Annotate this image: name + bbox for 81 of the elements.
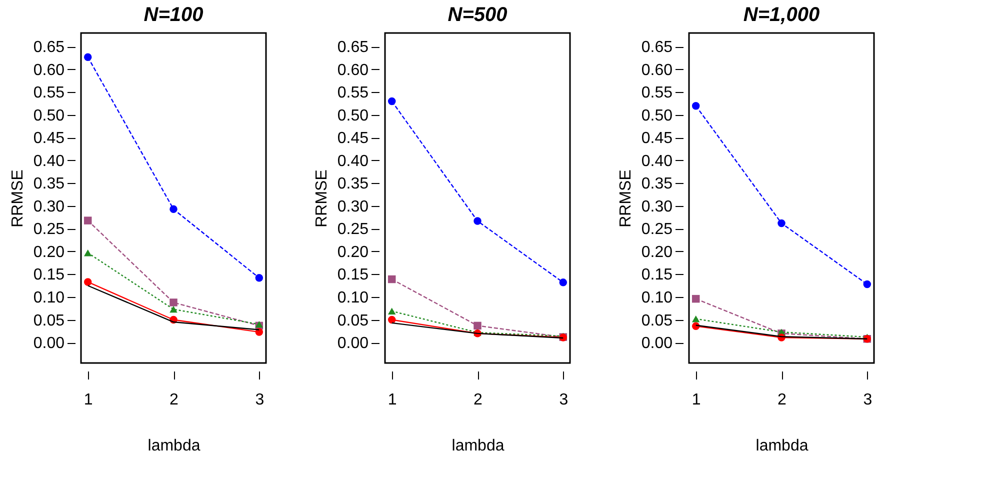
y-tick-label: 0.45 (641, 130, 673, 148)
point (474, 217, 482, 225)
x-tick-label: 2 (170, 392, 179, 408)
y-tick-label: 0.45 (337, 130, 369, 148)
x-tick-label: 1 (84, 392, 93, 408)
y-tick-label: 0.50 (641, 107, 673, 124)
y-tick-label: 0.60 (337, 62, 369, 79)
point (692, 102, 700, 110)
y-tick-label: 0.45 (33, 130, 65, 148)
point (559, 278, 568, 286)
y-tick-label: 0.00 (33, 335, 65, 352)
y-tick-label: 0.35 (641, 176, 673, 193)
y-tick-label: 0.65 (33, 39, 65, 56)
point (170, 298, 178, 306)
x-tick-label: 2 (778, 392, 787, 408)
chart-title: N=500 (448, 4, 508, 26)
y-tick-label: 0.40 (641, 152, 673, 170)
point (388, 97, 396, 106)
y-tick-label: 0.50 (337, 107, 369, 124)
y-axis-title: RRMSE (9, 170, 26, 228)
point (170, 205, 178, 214)
y-tick-label: 0.25 (641, 221, 673, 238)
y-tick-label: 0.40 (33, 152, 65, 170)
y-tick-label: 0.15 (337, 266, 369, 284)
x-tick-label: 3 (559, 392, 568, 408)
y-tick-label: 0.10 (337, 290, 369, 306)
point (388, 275, 396, 284)
point (84, 216, 92, 224)
y-tick-label: 0.05 (33, 312, 65, 330)
point (388, 308, 396, 314)
x-tick-label: 2 (474, 392, 483, 408)
y-tick-label: 0.30 (33, 198, 65, 216)
x-tick-label: 1 (388, 392, 397, 408)
y-tick-label: 0.15 (33, 266, 65, 284)
y-tick-label: 0.10 (33, 290, 65, 306)
y-axis-title: RRMSE (617, 170, 634, 228)
point (692, 315, 700, 322)
point (474, 322, 482, 330)
point (255, 328, 264, 336)
y-tick-label: 0.30 (641, 198, 673, 216)
y-tick-label: 0.55 (337, 84, 369, 102)
x-axis-title: lambda (148, 438, 200, 454)
point (84, 278, 92, 286)
y-tick-label: 0.55 (33, 84, 65, 102)
x-axis-title: lambda (756, 438, 808, 454)
y-tick-label: 0.65 (337, 39, 369, 56)
y-tick-label: 0.40 (337, 152, 369, 170)
point (84, 53, 92, 61)
y-tick-label: 0.05 (337, 312, 369, 330)
x-tick-label: 3 (863, 392, 872, 408)
y-tick-label: 0.00 (337, 335, 369, 352)
y-tick-label: 0.65 (641, 39, 673, 56)
point (388, 316, 396, 324)
point (778, 219, 786, 228)
y-tick-label: 0.20 (33, 244, 65, 261)
y-tick-label: 0.60 (641, 62, 673, 79)
y-tick-label: 0.60 (33, 62, 65, 79)
y-tick-label: 0.00 (641, 335, 673, 352)
point (84, 249, 92, 256)
y-tick-label: 0.25 (337, 221, 369, 238)
y-tick-label: 0.10 (641, 290, 673, 306)
point (170, 306, 178, 313)
chart-title: N=1,000 (743, 4, 820, 26)
chart-title: N=100 (144, 4, 204, 26)
y-tick-label: 0.25 (33, 221, 65, 238)
x-axis-title: lambda (452, 438, 504, 454)
y-tick-label: 0.20 (641, 244, 673, 261)
y-tick-label: 0.35 (337, 176, 369, 193)
y-tick-label: 0.30 (337, 198, 369, 216)
y-tick-label: 0.50 (33, 107, 65, 124)
x-tick-label: 3 (255, 392, 264, 408)
y-tick-label: 0.05 (641, 312, 673, 330)
y-tick-label: 0.20 (337, 244, 369, 261)
y-tick-label: 0.35 (33, 176, 65, 193)
x-tick-label: 1 (692, 392, 701, 408)
y-tick-label: 0.55 (641, 84, 673, 102)
y-axis-title: RRMSE (313, 170, 330, 228)
point (863, 280, 872, 288)
point (692, 294, 700, 303)
y-tick-label: 0.15 (641, 266, 673, 284)
point (255, 274, 264, 282)
